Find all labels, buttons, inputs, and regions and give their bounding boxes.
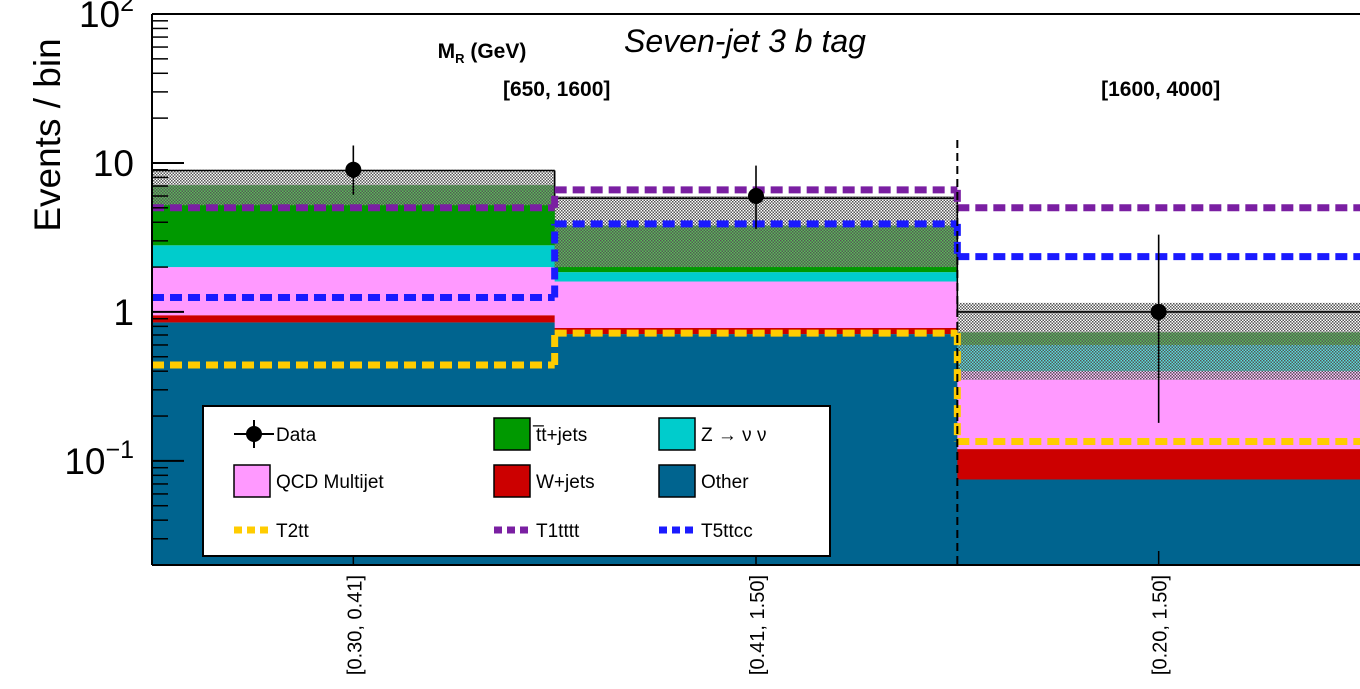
legend: Data t̅t+jets Z → ν ν QCD Multijet W+jets Oth… xyxy=(202,405,831,557)
legend-data-marker xyxy=(246,426,262,442)
data-points xyxy=(345,145,1167,423)
bar-znunu-1 xyxy=(554,272,958,282)
bar-qcd-0 xyxy=(152,267,556,316)
y-tick-label-2: 10 xyxy=(93,143,134,184)
axes: 10−1 1 10 102 [0.30, 0.41] [0.41, 1.50] [0.20,… xyxy=(64,0,1360,675)
group-header-label: MR (GeV) xyxy=(438,40,527,66)
x-tick-label-2: [0.20, 1.50] xyxy=(1150,575,1172,675)
bar-znunu-0 xyxy=(152,245,556,268)
x-tick-label-1: [0.41, 1.50] xyxy=(747,575,769,675)
plot-labels: Seven-jet 3 b tag Events / bin MR (GeV) [… xyxy=(27,23,1220,232)
legend-label-1: t̅t+jets xyxy=(532,425,587,446)
x-tick-label-0: [0.30, 0.41] xyxy=(344,575,366,675)
legend-swatch-5 xyxy=(658,464,696,498)
legend-label-5: Other xyxy=(701,472,749,493)
legend-label-2: Z → ν ν xyxy=(701,425,766,446)
bar-qcd-1 xyxy=(554,281,958,328)
bar-wjets-0 xyxy=(152,315,556,323)
data-point-2 xyxy=(1150,303,1167,320)
legend-label-6: T2tt xyxy=(276,521,309,542)
legend-label-3: QCD Multijet xyxy=(276,472,384,493)
legend-swatch-1 xyxy=(493,417,531,451)
data-point-0 xyxy=(345,161,362,178)
legend-swatch-2 xyxy=(658,417,696,451)
data-point-1 xyxy=(748,188,764,205)
legend-label-4: W+jets xyxy=(536,472,595,493)
group-label-1: [1600, 4000] xyxy=(1101,78,1220,101)
group-label-0: [650, 1600] xyxy=(503,78,610,101)
y-tick-label-0: 10−1 xyxy=(64,436,134,482)
chart-title: Seven-jet 3 b tag xyxy=(624,23,866,59)
legend-label-7: T1tttt xyxy=(536,521,580,542)
y-tick-label-1: 1 xyxy=(113,292,134,333)
bar-other-2 xyxy=(957,479,1360,565)
y-axis-label: Events / bin xyxy=(27,38,68,231)
legend-label-8: T5ttcc xyxy=(701,521,753,542)
legend-label-0: Data xyxy=(276,425,317,446)
bar-wjets-2 xyxy=(957,449,1360,480)
y-tick-label-3: 102 xyxy=(79,0,134,35)
legend-swatch-4 xyxy=(493,464,531,498)
legend-swatch-3 xyxy=(233,464,271,498)
